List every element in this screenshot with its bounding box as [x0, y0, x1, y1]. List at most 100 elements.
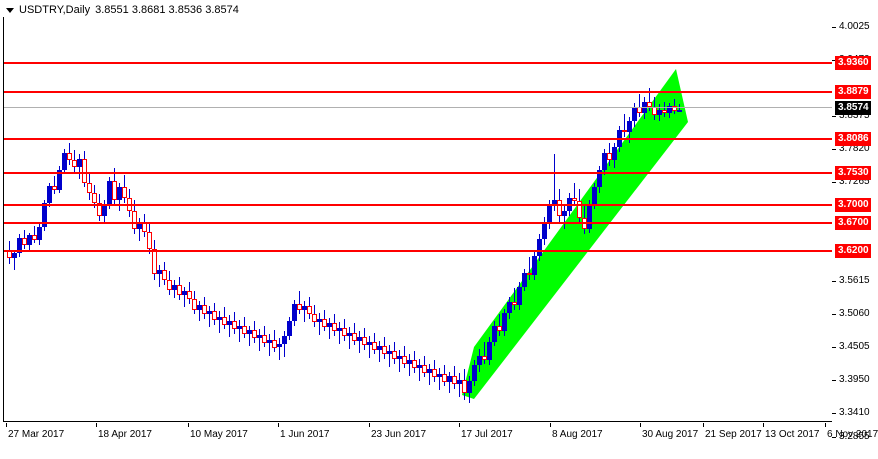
candle [97, 17, 102, 421]
candle [292, 17, 297, 421]
candle-body-bearish [67, 153, 72, 160]
candle-body-bullish [602, 153, 607, 171]
level-price-label[interactable]: 3.9360 [835, 56, 871, 70]
candle [12, 17, 17, 421]
candle-body-bearish [152, 248, 157, 275]
candle [217, 17, 222, 421]
candle [272, 17, 277, 421]
candle [362, 17, 367, 421]
candle [192, 17, 197, 421]
candle-body-bearish [352, 332, 357, 341]
candle-body-bullish [277, 344, 282, 348]
candle [627, 17, 632, 421]
time-axis[interactable]: 27 Mar 2017 18 Apr 2017 10 May 2017 1 Jun 2… [3, 423, 878, 459]
candle-body-bullish [657, 109, 662, 116]
trend-channel-shape[interactable] [4, 17, 832, 421]
plot-area[interactable] [3, 17, 832, 422]
candle-wick [399, 349, 400, 372]
candle-body-bullish [182, 291, 187, 296]
price-axis[interactable]: 4.00253.94703.83753.78203.72653.56153.50… [832, 17, 878, 442]
candle [677, 17, 682, 421]
candle-wick [639, 94, 640, 118]
candle [667, 17, 672, 421]
candle-wick [449, 371, 450, 394]
candle-wick [379, 340, 380, 363]
price-tick-mark [832, 314, 836, 315]
price-tick-mark [832, 27, 836, 28]
candle-body-bearish [342, 328, 347, 337]
candle-body-bullish [107, 180, 112, 205]
candle [317, 17, 322, 421]
candle [377, 17, 382, 421]
candle-body-bearish [222, 316, 227, 325]
level-price-label[interactable]: 3.6200 [835, 244, 871, 258]
candle [242, 17, 247, 421]
level-line[interactable] [4, 250, 832, 252]
date-tick-mark [278, 423, 279, 427]
candle-body-bearish [97, 203, 102, 216]
candle [497, 17, 502, 421]
candle [177, 17, 182, 421]
level-line[interactable] [4, 204, 832, 206]
candle-body-bearish [572, 197, 577, 202]
candle-body-bullish [487, 341, 492, 361]
candle-body-bearish [452, 376, 457, 385]
level-line[interactable] [4, 91, 832, 93]
candle-body-bullish [12, 253, 17, 259]
candle [297, 17, 302, 421]
candle [537, 17, 542, 421]
price-tick-label: 3.7265 [839, 176, 870, 187]
level-line[interactable] [4, 222, 832, 224]
candle [397, 17, 402, 421]
candle-body-bullish [237, 325, 242, 330]
level-price-label[interactable]: 3.8086 [835, 132, 871, 146]
date-tick-label: 6 Nov 2017 [827, 429, 878, 440]
candle [137, 17, 142, 421]
candle [417, 17, 422, 421]
candle [202, 17, 207, 421]
symbol-label: USDTRY,Daily [19, 3, 91, 16]
price-tick-label: 3.4505 [839, 341, 870, 352]
candle [302, 17, 307, 421]
level-price-label[interactable]: 3.6700 [835, 216, 871, 230]
candle-body-bullish [172, 284, 177, 291]
candle-wick [484, 341, 485, 364]
candle [672, 17, 677, 421]
date-tick-label: 21 Sep 2017 [705, 429, 762, 440]
level-price-label[interactable]: 3.8879 [835, 85, 871, 99]
candle [212, 17, 217, 421]
candle [477, 17, 482, 421]
candle-body-bullish [247, 330, 252, 334]
current-price-label: 3.8574 [835, 101, 871, 115]
candle-wick [429, 363, 430, 386]
candle-body-bearish [262, 334, 267, 343]
candle [182, 17, 187, 421]
date-tick-label: 10 May 2017 [190, 429, 248, 440]
level-line[interactable] [4, 172, 832, 174]
candle [287, 17, 292, 421]
date-tick-mark [369, 423, 370, 427]
candle-wick [159, 265, 160, 287]
level-line[interactable] [4, 62, 832, 64]
candle-body-bullish [467, 380, 472, 394]
level-line[interactable] [4, 138, 832, 140]
level-price-label[interactable]: 3.7530 [835, 166, 871, 180]
candle [232, 17, 237, 421]
candle-body-bearish [82, 158, 87, 183]
candle-body-bullish [477, 355, 482, 365]
candle-wick [499, 314, 500, 337]
date-tick-label: 1 Jun 2017 [280, 429, 330, 440]
candle-wick [14, 250, 15, 270]
candle-body-bullish [157, 269, 162, 275]
candle-wick [389, 345, 390, 367]
level-price-label[interactable]: 3.7000 [835, 198, 871, 212]
candle-body-bearish [202, 305, 207, 315]
triangle-down-icon[interactable] [6, 8, 14, 13]
candle-body-bullish [102, 204, 107, 216]
candle-body-bearish [557, 199, 562, 216]
candle-wick [554, 154, 555, 212]
candle-body-bullish [367, 341, 372, 346]
candle [472, 17, 477, 421]
candle [452, 17, 457, 421]
candle-body-bullish [302, 306, 307, 310]
